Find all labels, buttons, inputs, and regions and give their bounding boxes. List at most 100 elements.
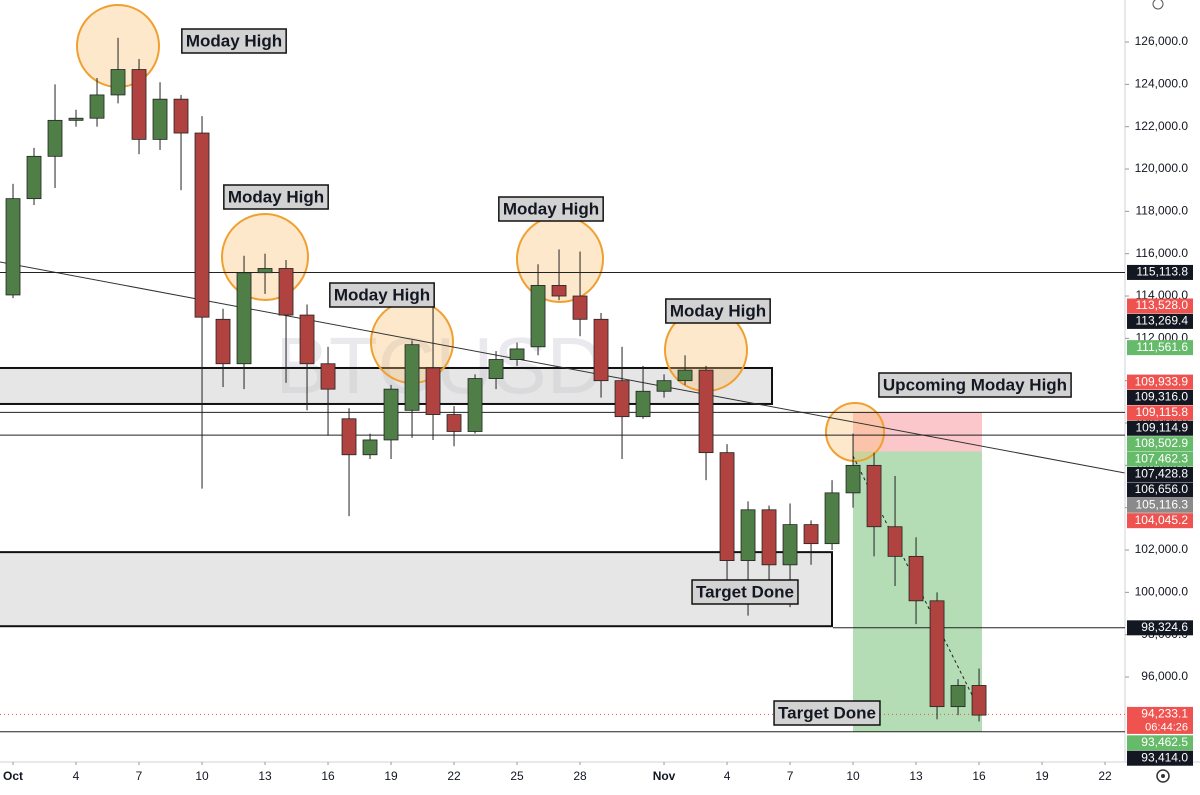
annotation-box (329, 282, 435, 308)
y-tick-label: 118,000.0 (1136, 204, 1189, 218)
price-label-box (1127, 389, 1193, 405)
annotation: Target Done (773, 700, 881, 726)
price-label: 113,528.0 (1136, 298, 1189, 312)
countdown-box (1127, 720, 1193, 734)
icon[interactable] (1152, 0, 1164, 10)
price-label: 93,462.5 (1141, 735, 1188, 749)
candle-body (299, 314, 315, 365)
price-label: 109,316.0 (1135, 390, 1189, 404)
y-tick-label: 116,000.0 (1136, 246, 1189, 260)
annotation-box (878, 372, 1072, 398)
candle-body (887, 526, 903, 557)
candle-body (929, 600, 945, 708)
price-label: 106,656.0 (1135, 482, 1189, 496)
price-label-box (1127, 436, 1193, 452)
candle-body (257, 268, 273, 274)
candle-body (5, 198, 21, 296)
y-tick-label: 126,000.0 (1135, 34, 1189, 48)
y-tick-label: 96,000.0 (1141, 669, 1188, 683)
stop-zone (853, 412, 982, 452)
candle-body (194, 132, 210, 318)
toolbar-icon[interactable] (1152, 0, 1164, 10)
annotation: Moday High (181, 28, 287, 54)
candle-body (908, 555, 924, 602)
candle-body (971, 685, 987, 716)
x-tick-label: 22 (1098, 769, 1112, 783)
y-tick-label: 122,000.0 (1135, 119, 1189, 133)
candle-body (446, 414, 462, 432)
price-label-box (1127, 298, 1193, 314)
annotation-text: Moday High (228, 187, 324, 206)
annotation-box (181, 28, 287, 54)
annotation-text: Target Done (696, 582, 794, 601)
candle-body (845, 464, 861, 494)
x-tick-label: 4 (73, 769, 80, 783)
candle-body (278, 268, 294, 316)
annotation: Moday High (498, 196, 604, 222)
y-tick-label: 120,000.0 (1135, 161, 1189, 175)
candle-body (89, 94, 105, 119)
circle (825, 402, 885, 462)
annotation-box (773, 700, 881, 726)
candle-body (782, 524, 798, 566)
annotation-box (223, 184, 329, 210)
candle-body (593, 318, 609, 382)
x-tick-label: 10 (846, 769, 860, 783)
x-tick-label: 4 (724, 769, 731, 783)
x-tick-label: 22 (447, 769, 461, 783)
candle-body (215, 318, 231, 365)
y-tick-label: 124,000.0 (1135, 77, 1189, 91)
candle-body (614, 380, 630, 418)
candle-body (719, 452, 735, 561)
candle-body (530, 285, 546, 348)
annotation: Moday High (665, 298, 771, 324)
candle-body (131, 69, 147, 140)
price-label-box (1127, 706, 1193, 722)
candle-body (236, 272, 252, 365)
annotation-box (498, 196, 604, 222)
y-tick-label: 102,000.0 (1135, 542, 1189, 556)
x-tick-label: 7 (787, 769, 794, 783)
candle-body (656, 380, 672, 392)
price-label-box (1127, 750, 1193, 766)
x-tick-label: 7 (136, 769, 143, 783)
x-tick-label: Nov (653, 769, 676, 783)
icon[interactable] (1156, 769, 1170, 783)
candle-body (425, 367, 441, 415)
price-label: 115,113.8 (1136, 265, 1188, 279)
annotation: Moday High (223, 184, 329, 210)
candle-body (110, 69, 126, 96)
candle-body (698, 369, 714, 454)
y-tick-label: 100,000.0 (1135, 585, 1189, 599)
price-label-box (1127, 513, 1193, 529)
candle-body (173, 98, 189, 134)
annotation-text: Moday High (334, 285, 430, 304)
annotation-text: Moday High (670, 301, 766, 320)
price-label: 104,045.2 (1135, 513, 1189, 527)
candle-body (404, 344, 420, 411)
price-label-box (1127, 451, 1193, 467)
price-label-box (1127, 735, 1193, 751)
x-tick-label: 25 (510, 769, 524, 783)
candle-body (341, 418, 357, 456)
annotation-box (691, 579, 799, 605)
candle-body (761, 509, 777, 566)
countdown: 06:44:26 (1145, 721, 1188, 733)
price-label: 107,462.3 (1135, 451, 1189, 465)
candle-body (509, 348, 525, 360)
candle-body (866, 464, 882, 528)
price-label-box (1127, 264, 1193, 280)
candle-body (803, 524, 819, 545)
candle-body (362, 439, 378, 456)
x-tick-label: 10 (195, 769, 209, 783)
candle-body (551, 285, 567, 297)
annotation-text: Moday High (186, 31, 282, 50)
price-label: 111,561.6 (1136, 340, 1188, 354)
settings-button[interactable] (1156, 769, 1170, 783)
x-tick-label: 16 (972, 769, 986, 783)
price-label: 107,428.8 (1135, 467, 1189, 481)
x-tick-label: 13 (258, 769, 272, 783)
x-tick-label: 28 (573, 769, 587, 783)
price-label-box (1127, 620, 1193, 636)
